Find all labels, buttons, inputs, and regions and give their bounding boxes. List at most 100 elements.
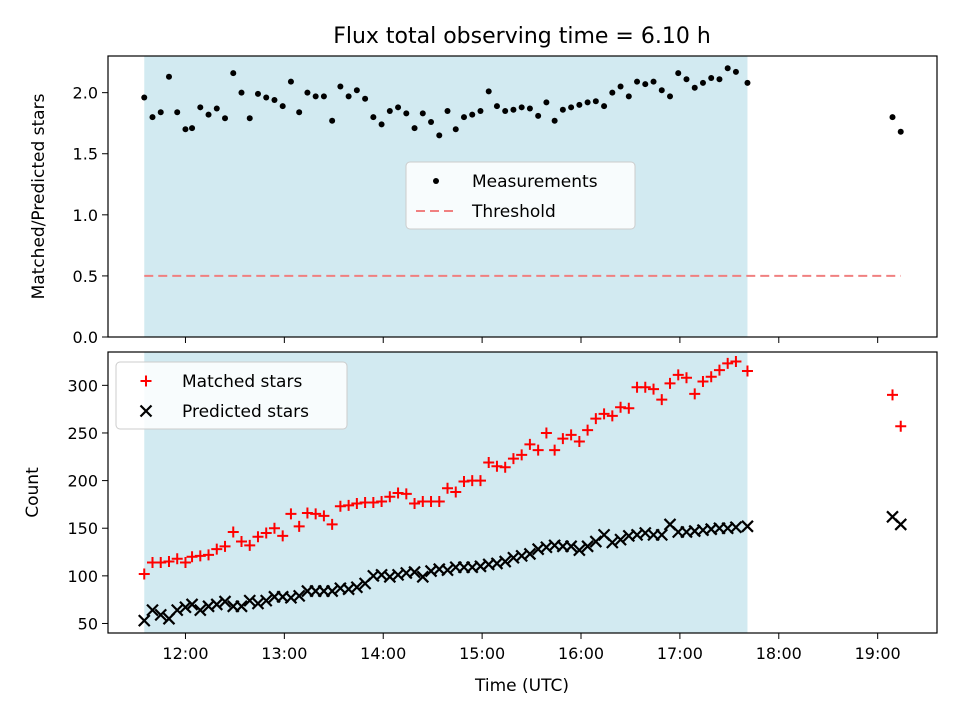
bottom-series-predicted-stars-point <box>185 598 199 611</box>
top-series-measurements-point <box>691 84 698 91</box>
bottom-series-matched-stars-point <box>171 553 183 565</box>
bottom-series-matched-stars-point <box>648 383 660 395</box>
chart-title: Flux total observing time = 6.10 h <box>333 24 711 49</box>
bottom-series-matched-stars-point <box>507 453 519 465</box>
bottom-series-predicted-stars-point <box>441 563 454 577</box>
bottom-series-matched-stars-point <box>623 402 635 414</box>
bottom-series-matched-stars-point <box>606 410 618 422</box>
bottom-series-matched-stars-point <box>730 356 742 368</box>
bottom-series-predicted-stars-point <box>606 536 619 549</box>
top-series-measurements-point <box>246 115 253 122</box>
top-series-measurements-point <box>617 83 624 90</box>
bottom-series-matched-stars-point <box>549 444 561 456</box>
top-series-measurements-point <box>345 93 352 100</box>
top-legend-box <box>405 161 636 230</box>
top-axes-frame <box>107 55 938 338</box>
bottom-series-matched-stars-point <box>450 486 462 498</box>
top-legend: Measurements Threshold <box>405 161 636 230</box>
top-series-measurements-point <box>230 70 237 77</box>
top-series-measurements-point <box>428 118 435 125</box>
top-series-measurements-point <box>601 103 608 110</box>
bottom-series-predicted-stars-point <box>170 603 184 617</box>
bottom-series-matched-stars-point <box>211 543 223 555</box>
top-series-measurements-point <box>452 126 459 133</box>
top-series-measurements-point <box>238 89 245 96</box>
bottom-series-predicted-stars-point <box>292 589 306 603</box>
bottom-series-predicted-stars-point <box>564 540 578 553</box>
top-series-measurements-point <box>493 103 500 110</box>
bottom-series-matched-stars-point <box>227 526 239 538</box>
bottom-series-predicted-stars-point <box>251 597 265 610</box>
bottom-series-matched-stars-point <box>887 389 899 401</box>
bottom-series-matched-stars-point <box>656 394 668 406</box>
bottom-series-matched-stars-point <box>163 556 175 568</box>
top-series-measurements-point <box>543 99 550 106</box>
bottom-y-tick-label: 300 <box>67 376 98 395</box>
bottom-series-predicted-stars-point <box>573 543 586 557</box>
top-series-measurements-point <box>370 114 377 121</box>
bottom-legend-item-matched-stars-swatch <box>140 375 152 387</box>
bottom-series-matched-stars-point <box>326 518 338 530</box>
top-series-measurements-point <box>312 93 319 100</box>
bottom-series-matched-stars-point <box>573 436 585 448</box>
bottom-series-matched-stars-point <box>433 496 445 508</box>
bottom-series-matched-stars-point <box>277 530 289 542</box>
bottom-series-predicted-stars-point <box>655 528 669 542</box>
top-series-measurements-point <box>584 99 591 106</box>
bottom-series-matched-stars-point <box>895 420 907 432</box>
bottom-series-predicted-stars-point <box>894 518 908 531</box>
top-series-measurements-point <box>263 94 270 101</box>
top-series-measurements-point <box>724 65 731 72</box>
bottom-series-predicted-stars-point <box>498 555 512 568</box>
bottom-y-tick-label: 200 <box>67 472 98 491</box>
top-series-measurements-point <box>157 109 164 116</box>
top-series-measurements-point <box>304 89 311 96</box>
bottom-series-matched-stars-point <box>235 536 247 548</box>
bottom-legend-item-predicted-stars-swatch <box>139 404 153 418</box>
bottom-legend: Matched stars Predicted stars <box>115 361 348 430</box>
x-tick-label: 12:00 <box>162 644 208 663</box>
top-series-measurements-point <box>683 76 690 83</box>
top-y-tick-label: 1.5 <box>73 145 98 164</box>
top-y-axis-label: Matched/Predicted stars <box>29 93 49 299</box>
bottom-series-predicted-stars-point <box>741 520 754 533</box>
bottom-series-matched-stars-point <box>557 433 569 445</box>
top-series-measurements-point <box>460 114 467 121</box>
bottom-series-matched-stars-point <box>179 557 191 569</box>
top-series-measurements-point <box>889 114 896 121</box>
bottom-series-matched-stars-point <box>741 365 753 377</box>
top-series-measurements-point <box>744 79 751 86</box>
top-series-measurements-point <box>337 83 344 90</box>
top-series-measurements-point <box>222 115 229 122</box>
bottom-series-matched-stars-point <box>293 520 305 532</box>
bottom-series-matched-stars-point <box>590 413 602 425</box>
bottom-series-matched-stars-point <box>310 508 322 520</box>
bottom-series-matched-stars-point <box>260 527 272 539</box>
bottom-series-matched-stars-point <box>532 444 544 456</box>
bottom-series-matched-stars-point <box>252 531 264 543</box>
bottom-panel: 50 100 150 200 250 300 12:00 13:00 14:00 15:00 16:… <box>23 351 938 663</box>
top-series-measurements-point <box>141 94 148 101</box>
top-series-measurements-point <box>609 89 616 96</box>
bottom-y-tick-label: 100 <box>67 567 98 586</box>
top-y-tick-label: 0.5 <box>73 267 98 286</box>
bottom-series-matched-stars-point <box>499 461 511 473</box>
top-series-measurements-point <box>658 87 665 94</box>
top-series-measurements-point <box>518 104 525 111</box>
top-series-measurements-point <box>625 93 632 100</box>
bottom-series-matched-stars-point <box>639 381 651 393</box>
bottom-series-predicted-stars-point <box>325 584 339 598</box>
top-series-measurements-point <box>477 107 484 114</box>
bottom-series-predicted-stars-point <box>137 614 151 627</box>
bottom-series-predicted-stars-point <box>146 603 159 617</box>
bottom-series-predicted-stars-point <box>350 581 364 594</box>
bottom-series-matched-stars-point <box>483 456 495 468</box>
top-series-measurements-point <box>378 121 385 128</box>
top-y-tick-label: 1.0 <box>73 206 98 225</box>
bottom-series-matched-stars-point <box>244 539 256 551</box>
top-series-measurements-point <box>502 107 509 114</box>
x-tick-label: 16:00 <box>558 644 604 663</box>
top-series-measurements-point <box>329 117 336 124</box>
top-series-measurements-point <box>444 107 451 114</box>
